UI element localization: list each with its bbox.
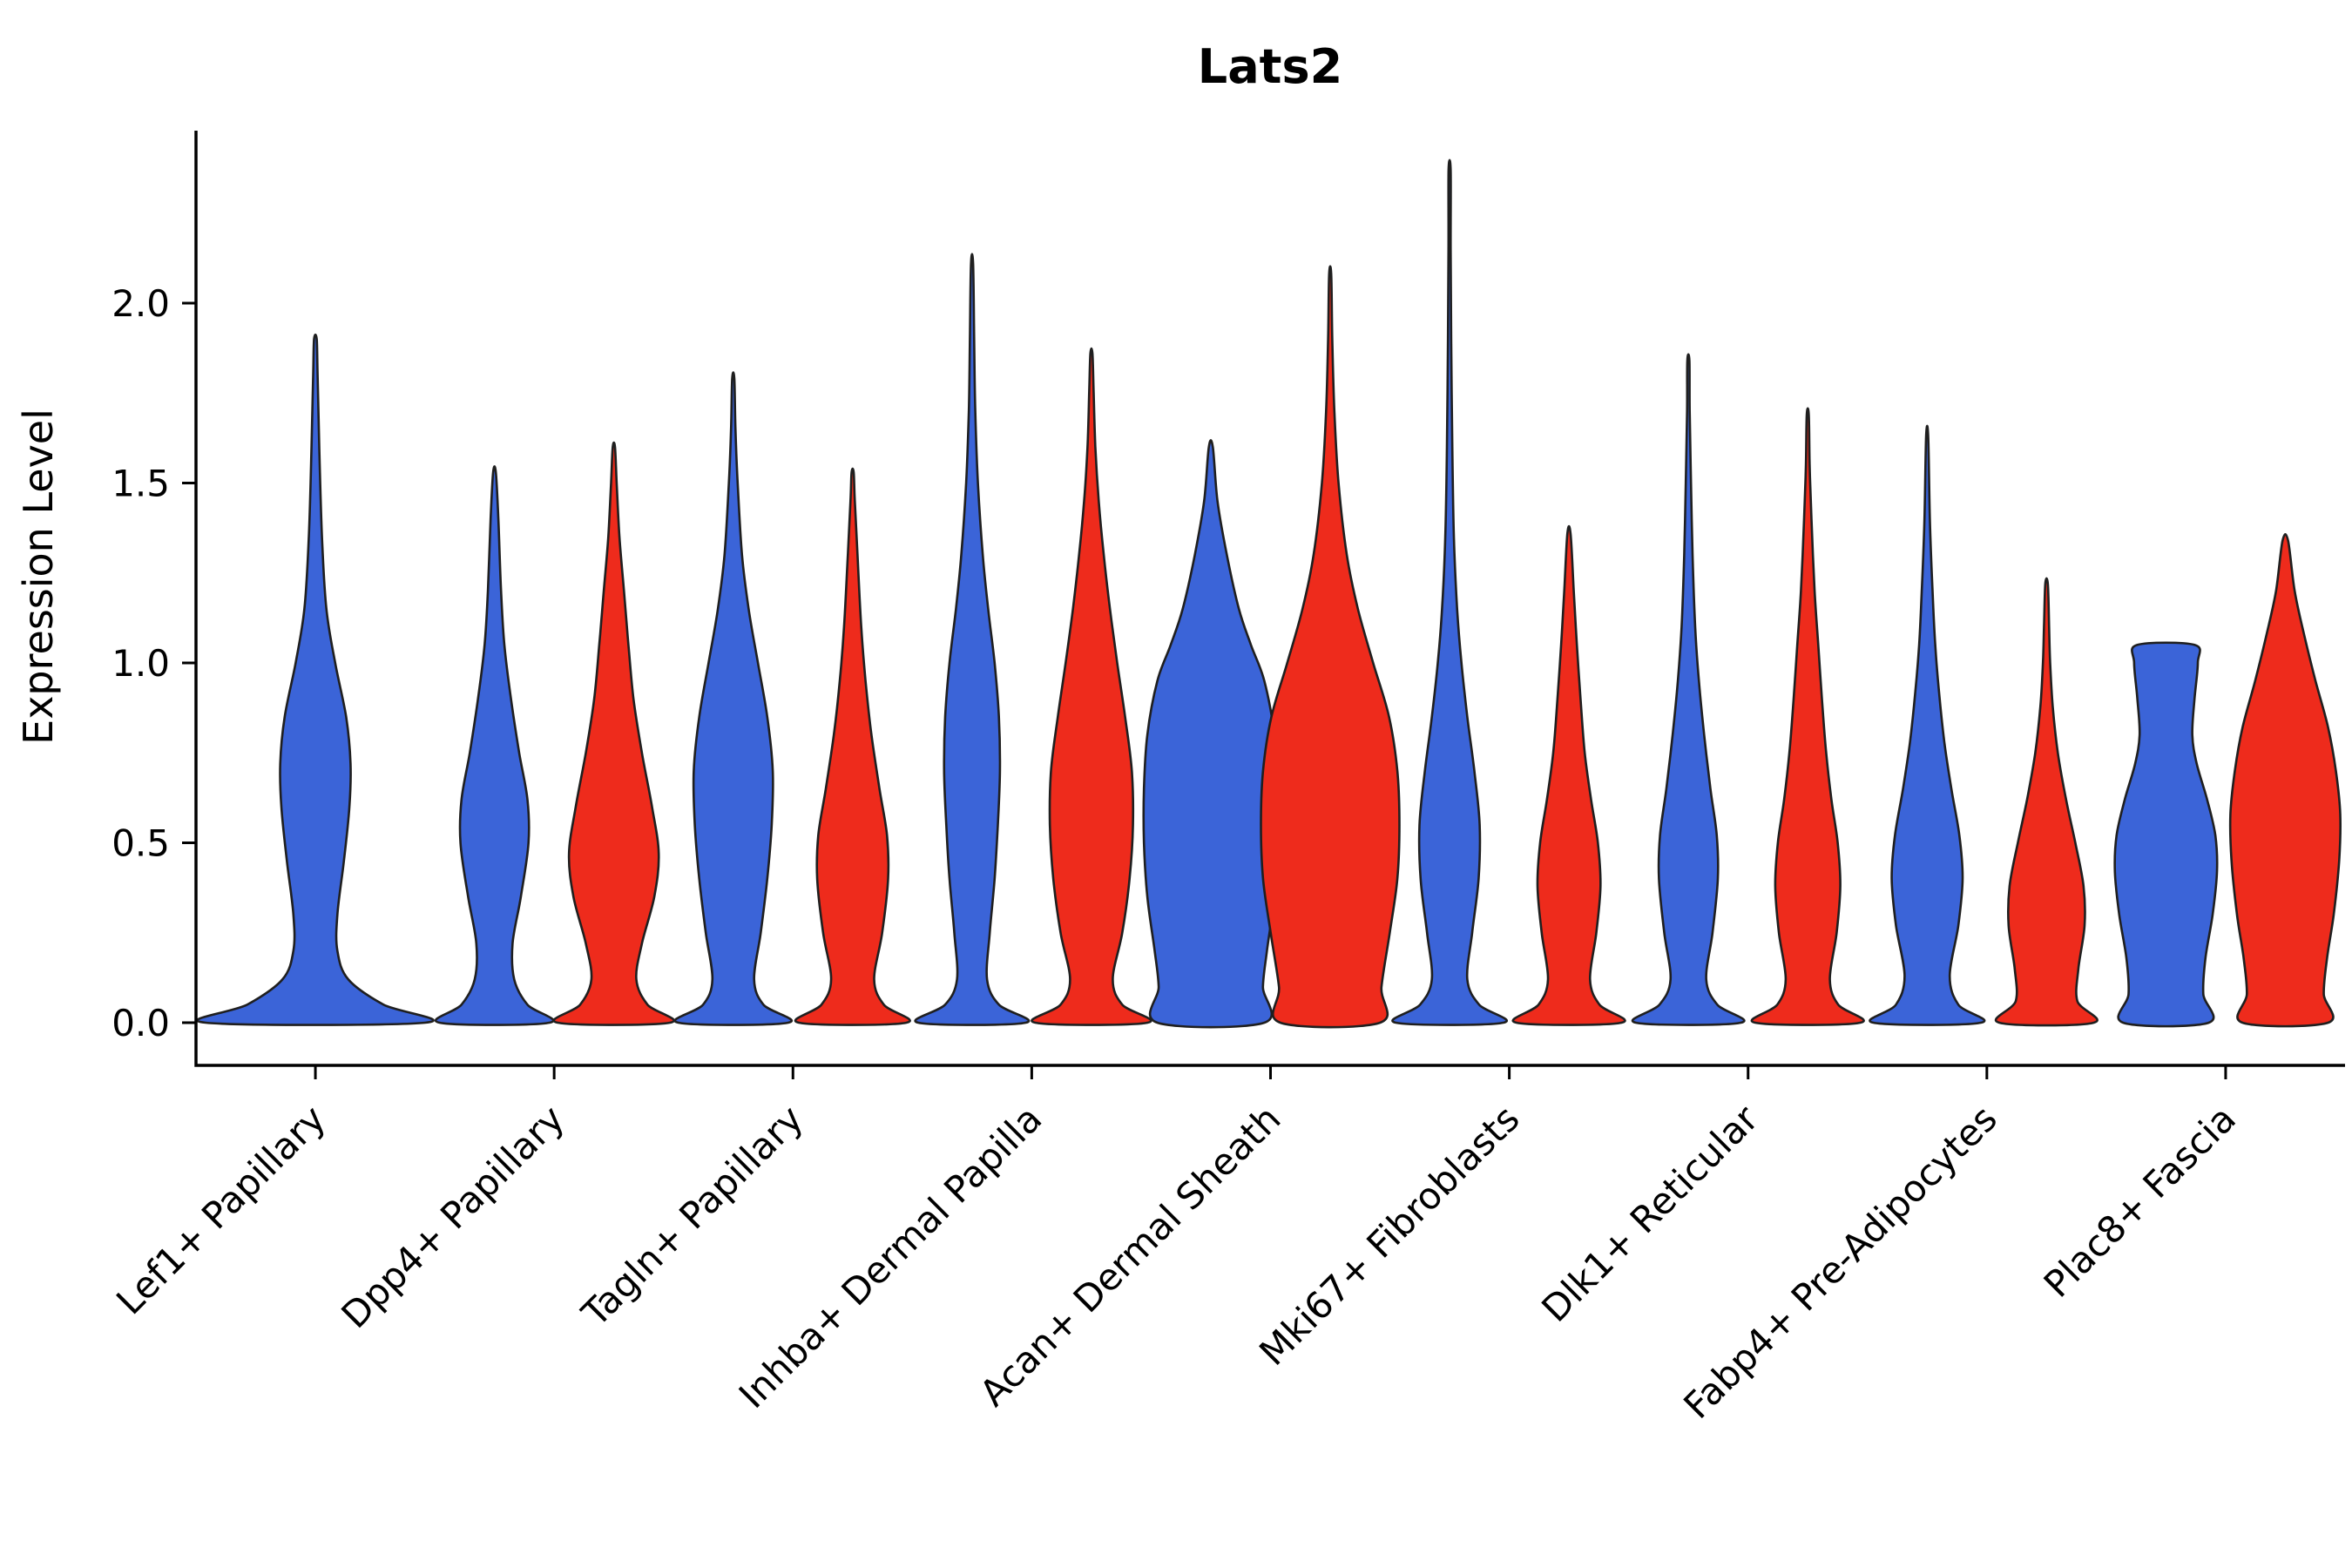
violin-blue-4 — [914, 253, 1031, 1026]
x-tick-label: Mki67+ Fibroblasts — [1251, 1097, 1527, 1373]
x-tick-label: Lef1+ Papillary — [108, 1097, 334, 1322]
violin-red-6 — [1511, 524, 1626, 1026]
x-tick-label: Dpp4+ Papillary — [333, 1097, 572, 1336]
violin-blue-6 — [1391, 159, 1508, 1026]
violin-blue-2 — [434, 465, 555, 1026]
violin-blue-1 — [196, 333, 435, 1026]
violin-blue-9 — [2113, 641, 2219, 1028]
y-tick-label: 1.0 — [112, 642, 170, 685]
violin-red-4 — [1031, 347, 1152, 1026]
x-tick-label: Dlk1+ Reticular — [1533, 1097, 1767, 1330]
violin-red-5 — [1260, 265, 1401, 1029]
y-axis-label: Expression Level — [15, 409, 62, 745]
violin-red-8 — [1995, 577, 2099, 1027]
x-tick-label: Plac8+ Fascia — [2036, 1097, 2244, 1305]
violins-layer — [196, 159, 2342, 1029]
violin-red-7 — [1750, 407, 1865, 1026]
axis-spines — [194, 131, 2345, 1067]
violin-blue-8 — [1869, 424, 1986, 1026]
x-tick-label: Tagln+ Papillary — [573, 1097, 811, 1335]
chart-title: Lats2 — [1198, 39, 1342, 94]
violin-blue-5 — [1142, 439, 1280, 1029]
violin-red-2 — [552, 441, 675, 1026]
y-tick-label: 2.0 — [112, 282, 170, 325]
violin-red-9 — [2228, 533, 2342, 1028]
y-tick-label: 0.5 — [112, 822, 170, 865]
y-tick-label: 0.0 — [112, 1002, 170, 1044]
violin-red-3 — [794, 467, 911, 1026]
violin-blue-3 — [673, 371, 793, 1026]
y-tick-label: 1.5 — [112, 463, 170, 505]
violin-blue-7 — [1632, 353, 1746, 1026]
